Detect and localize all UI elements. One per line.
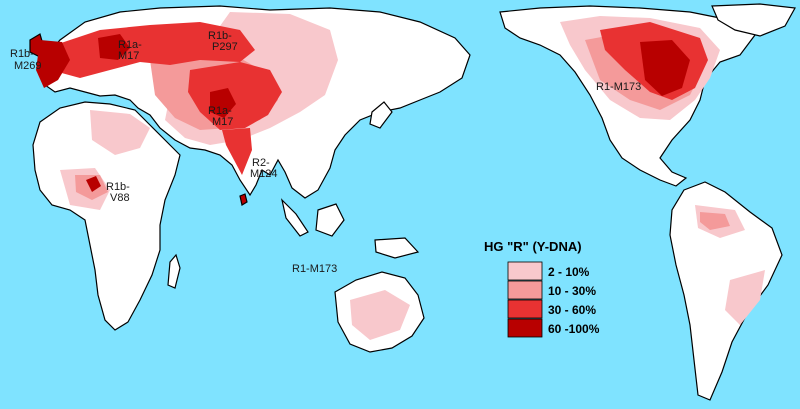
legend-swatch-60-100 bbox=[507, 318, 543, 338]
legend-label-2-10: 2 - 10% bbox=[548, 265, 590, 279]
legend: HG "R" (Y-DNA) 2 - 10% 10 - 30% 30 - 60%… bbox=[476, 232, 636, 340]
sri-lanka bbox=[239, 193, 248, 206]
region-label: R1b-P297 bbox=[208, 30, 238, 53]
legend-swatch-30-60 bbox=[507, 299, 543, 319]
legend-swatch-2-10 bbox=[507, 261, 543, 281]
region-label: R1-M173 bbox=[292, 263, 337, 275]
legend-label-10-30: 10 - 30% bbox=[548, 284, 596, 298]
africa-landmass bbox=[32, 101, 181, 331]
region-label: R1a-M17 bbox=[118, 39, 142, 62]
legend-title: HG "R" (Y-DNA) bbox=[484, 239, 582, 254]
region-label: R1b-V88 bbox=[106, 181, 130, 204]
region-label: R1a-M17 bbox=[208, 105, 233, 128]
region-label: R1-M173 bbox=[596, 81, 641, 93]
legend-label-60-100: 60 -100% bbox=[548, 322, 600, 336]
borneo bbox=[315, 203, 345, 237]
region-label: R1b-M269 bbox=[10, 48, 42, 72]
new-guinea bbox=[374, 237, 420, 259]
south-america-landmass bbox=[669, 181, 783, 401]
greenland bbox=[711, 3, 796, 37]
sumatra bbox=[280, 198, 309, 237]
madagascar bbox=[167, 253, 181, 289]
frequency-60-100 bbox=[36, 34, 690, 192]
legend-swatch-10-30 bbox=[507, 280, 543, 300]
region-label: R2-M124 bbox=[250, 157, 278, 180]
japan bbox=[369, 101, 393, 129]
legend-label-30-60: 30 - 60% bbox=[548, 303, 596, 317]
legend-background bbox=[476, 232, 636, 340]
region-labels: R1b-M269 R1a-M17 R1b-P297 R1a-M17 R2-M12… bbox=[10, 30, 641, 275]
